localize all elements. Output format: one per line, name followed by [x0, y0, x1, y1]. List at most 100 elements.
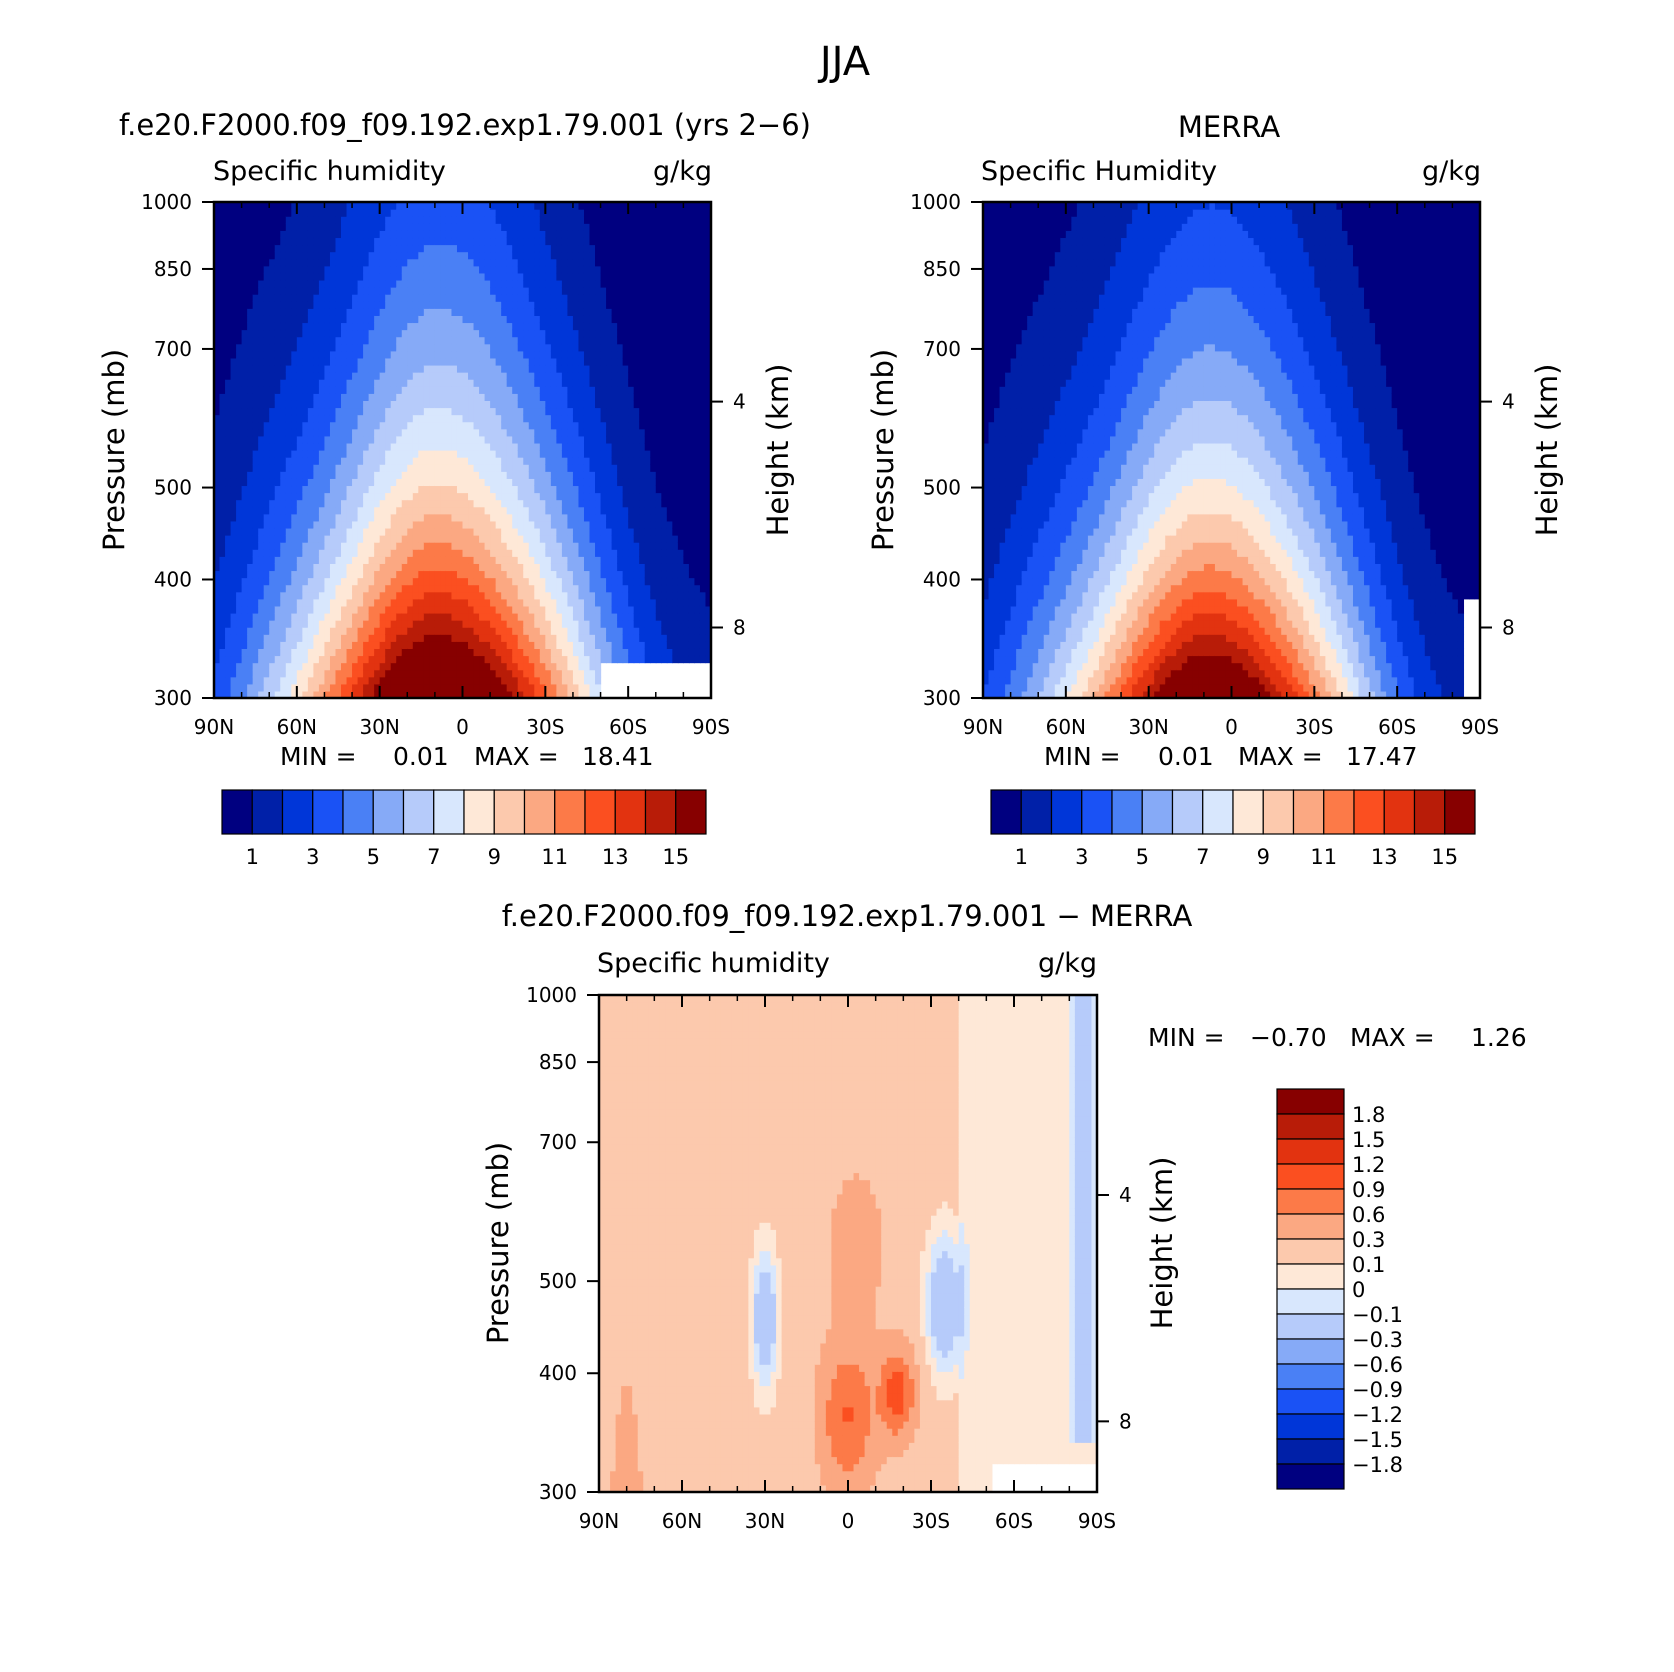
contour-cell: [263, 272, 270, 281]
contour-cell: [230, 542, 237, 550]
contour-cell: [291, 478, 298, 487]
contour-cell: [479, 577, 486, 586]
contour-cell: [578, 386, 585, 394]
contour-cell: [252, 315, 259, 324]
contour-cell: [456, 364, 464, 373]
contour-cell: [434, 598, 442, 607]
contour-cell: [385, 648, 392, 657]
contour-cell: [302, 669, 309, 678]
contour-cell: [379, 527, 386, 536]
contour-cell: [418, 287, 425, 295]
contour-cell: [318, 407, 326, 416]
contour-cell: [407, 634, 414, 642]
contour-cell: [600, 329, 607, 338]
contour-cell: [346, 400, 353, 409]
contour-cell: [545, 584, 552, 593]
contour-cell: [434, 336, 442, 345]
contour-cell: [595, 648, 602, 657]
contour-cell: [495, 357, 502, 366]
contour-cell: [280, 329, 287, 338]
contour-cell: [379, 591, 386, 600]
contour-cell: [567, 301, 574, 309]
contour-cell: [423, 584, 430, 593]
contour-cell: [329, 315, 337, 324]
contour-cell: [280, 683, 287, 692]
contour-cell: [263, 690, 270, 699]
contour-cell: [407, 655, 414, 664]
contour-cell: [550, 230, 557, 239]
contour-cell: [252, 499, 259, 508]
contour-cell: [285, 379, 292, 387]
contour-cell: [506, 620, 513, 628]
contour-cell: [225, 329, 232, 338]
contour-cell: [440, 563, 447, 572]
contour-cell: [412, 428, 419, 437]
contour-cell: [280, 442, 287, 451]
contour-cell: [296, 662, 303, 671]
contour-cell: [600, 421, 607, 430]
contour-cell: [545, 230, 552, 239]
contour-cell: [468, 690, 475, 699]
contour-cell: [225, 372, 232, 380]
contour-cell: [230, 202, 237, 210]
contour-cell: [490, 520, 497, 529]
contour-cell: [550, 641, 557, 649]
contour-cell: [407, 570, 414, 579]
contour-cell: [423, 499, 430, 508]
contour-cell: [445, 499, 453, 508]
contour-cell: [219, 315, 226, 324]
contour-cell: [423, 450, 430, 458]
contour-cell: [374, 676, 381, 685]
contour-cell: [313, 230, 320, 239]
contour-cell: [341, 506, 348, 515]
contour-cell: [506, 577, 513, 586]
contour-cell: [324, 648, 331, 657]
contour-cell: [572, 669, 580, 678]
contour-cell: [269, 605, 276, 614]
contour-cell: [423, 400, 430, 409]
contour-cell: [313, 669, 320, 678]
contour-cell: [368, 202, 375, 210]
contour-cell: [390, 202, 397, 210]
contour-cell: [578, 506, 585, 515]
contour-cell: [550, 237, 557, 246]
contour-cell: [545, 542, 552, 550]
contour-cell: [567, 634, 574, 642]
contour-cell: [401, 676, 408, 685]
contour-cell: [423, 272, 430, 281]
contour-cell: [412, 322, 419, 331]
contour-cell: [512, 336, 519, 345]
contour-cell: [390, 662, 397, 671]
contour-cell: [263, 400, 270, 409]
contour-cell: [390, 683, 397, 692]
contour-cell: [368, 648, 375, 657]
contour-cell: [280, 279, 287, 288]
contour-cell: [589, 308, 596, 316]
contour-cell: [578, 584, 585, 593]
contour-cell: [456, 393, 464, 401]
contour-cell: [236, 478, 243, 487]
contour-cell: [280, 209, 287, 217]
contour-cell: [534, 350, 541, 359]
contour-cell: [550, 676, 557, 685]
contour-cell: [429, 598, 436, 607]
contour-cell: [291, 464, 298, 472]
contour-cell: [528, 535, 535, 543]
contour-cell: [512, 251, 519, 260]
contour-cell: [572, 605, 580, 614]
contour-cell: [595, 690, 602, 699]
contour-cell: [528, 471, 535, 479]
contour-cell: [374, 683, 381, 692]
contour-cell: [263, 620, 270, 628]
contour-cell: [473, 230, 480, 239]
contour-cell: [567, 620, 574, 628]
contour-cell: [258, 272, 265, 281]
contour-cell: [561, 520, 569, 529]
contour-cell: [357, 676, 364, 685]
contour-cell: [600, 520, 607, 529]
contour-cell: [523, 478, 530, 487]
contour-cell: [280, 492, 287, 501]
contour-cell: [468, 202, 475, 210]
contour-cell: [600, 605, 607, 614]
contour-cell: [258, 591, 265, 600]
